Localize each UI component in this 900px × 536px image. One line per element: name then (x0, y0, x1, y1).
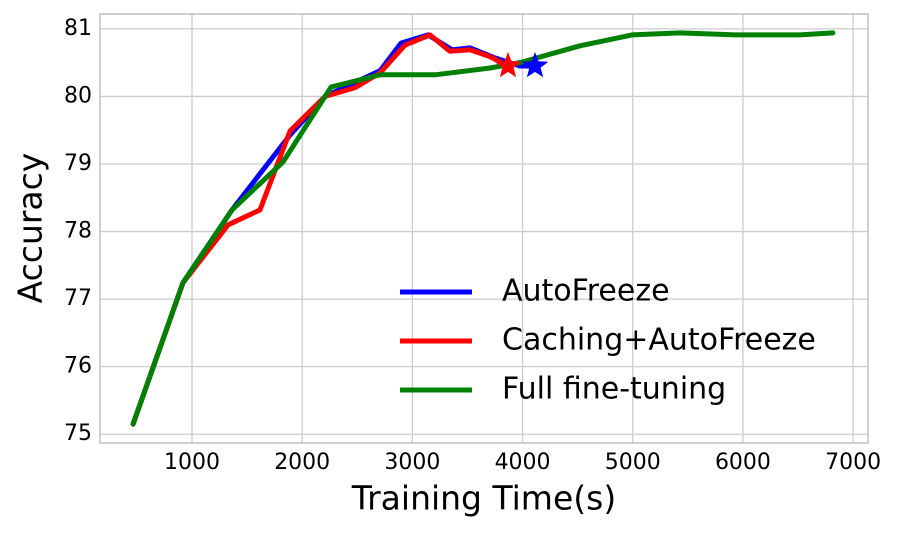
y-tick-label: 80 (64, 83, 92, 108)
x-tick-label: 3000 (384, 450, 440, 475)
legend-label: Caching+AutoFreeze (502, 323, 816, 358)
x-tick-label: 2000 (274, 450, 330, 475)
y-tick-label: 79 (64, 151, 92, 176)
end-marker (521, 52, 549, 78)
y-tick-label: 75 (64, 421, 92, 446)
x-tick-label: 6000 (715, 450, 771, 475)
y-tick-label: 76 (64, 354, 92, 379)
legend-label: AutoFreeze (502, 274, 670, 309)
plot-frame (99, 13, 869, 444)
y-tick-label: 81 (64, 16, 92, 41)
x-axis-label: Training Time(s) (351, 479, 616, 518)
x-tick-label: 4000 (495, 450, 551, 475)
y-tick-label: 77 (64, 286, 92, 311)
x-tick-label: 7000 (825, 450, 881, 475)
series-line (130, 30, 836, 427)
legend-label: Full fine-tuning (502, 372, 726, 407)
x-tick-label: 5000 (605, 450, 661, 475)
end-marker (494, 52, 522, 78)
x-tick-label: 1000 (164, 450, 220, 475)
y-axis-label: Accuracy (11, 153, 50, 304)
y-tick-label: 78 (64, 219, 92, 244)
